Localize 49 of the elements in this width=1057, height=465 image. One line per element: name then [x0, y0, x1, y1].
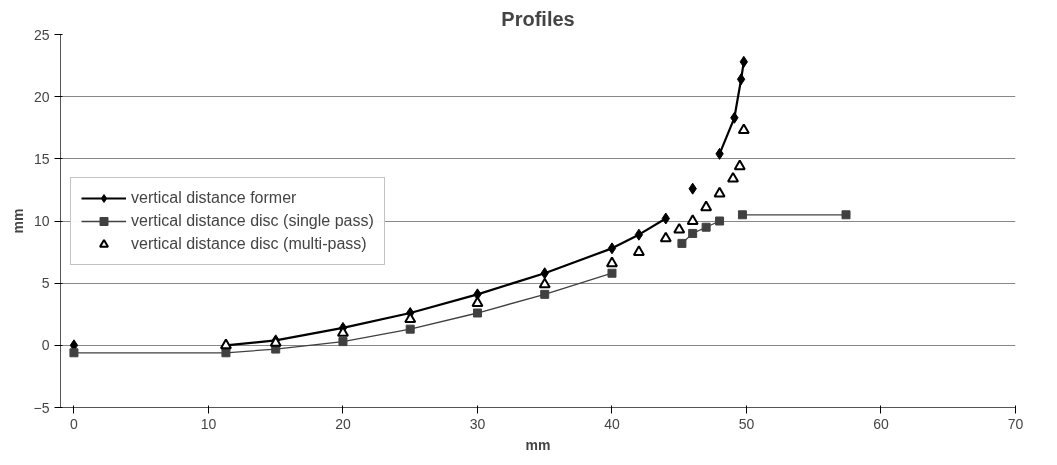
point [659, 231, 672, 243]
point [607, 242, 617, 255]
y-tick-label: 10 [33, 213, 50, 229]
point [673, 222, 686, 234]
y-tick-label: 0 [41, 337, 50, 354]
point [736, 73, 746, 86]
y-axis-title: mm [9, 208, 26, 234]
point [338, 337, 348, 347]
chart-title: Profiles [501, 7, 575, 30]
point [538, 277, 551, 289]
point [733, 159, 746, 171]
point [69, 348, 79, 358]
x-tick-label: 10 [200, 415, 217, 432]
point [634, 228, 644, 241]
y-tick-label: 15 [33, 150, 50, 167]
y-tick-label: −5 [33, 399, 50, 416]
x-tick-label: 30 [469, 415, 486, 432]
legend-label: vertical distance disc (single pass) [131, 211, 374, 230]
point [632, 245, 645, 256]
point [737, 123, 750, 135]
legend-label: vertical distance disc (multi-pass) [131, 234, 367, 253]
x-tick-label: 60 [873, 415, 889, 432]
x-axis-title: mm [525, 436, 551, 453]
point [677, 238, 687, 248]
point [471, 296, 484, 307]
y-tick-label: 20 [33, 88, 50, 105]
point [713, 186, 726, 198]
point [727, 171, 740, 183]
point [715, 216, 725, 226]
point [841, 210, 851, 220]
point [701, 222, 711, 232]
x-tick-label: 0 [70, 415, 79, 432]
point [688, 228, 698, 238]
x-tick-label: 20 [335, 415, 351, 432]
x-tick-label: 40 [604, 415, 620, 432]
point [737, 210, 747, 220]
point [405, 324, 415, 334]
x-tick-label: 50 [738, 415, 755, 432]
point [472, 308, 482, 318]
point [700, 200, 713, 212]
y-tick-label: 5 [41, 275, 50, 292]
point [607, 268, 617, 278]
point [221, 348, 231, 358]
legend-label: vertical distance former [131, 188, 297, 207]
point [605, 256, 618, 268]
y-tick-label: 25 [33, 26, 50, 43]
x-tick-label: 70 [1007, 415, 1024, 432]
point [686, 214, 699, 225]
point [540, 289, 550, 299]
